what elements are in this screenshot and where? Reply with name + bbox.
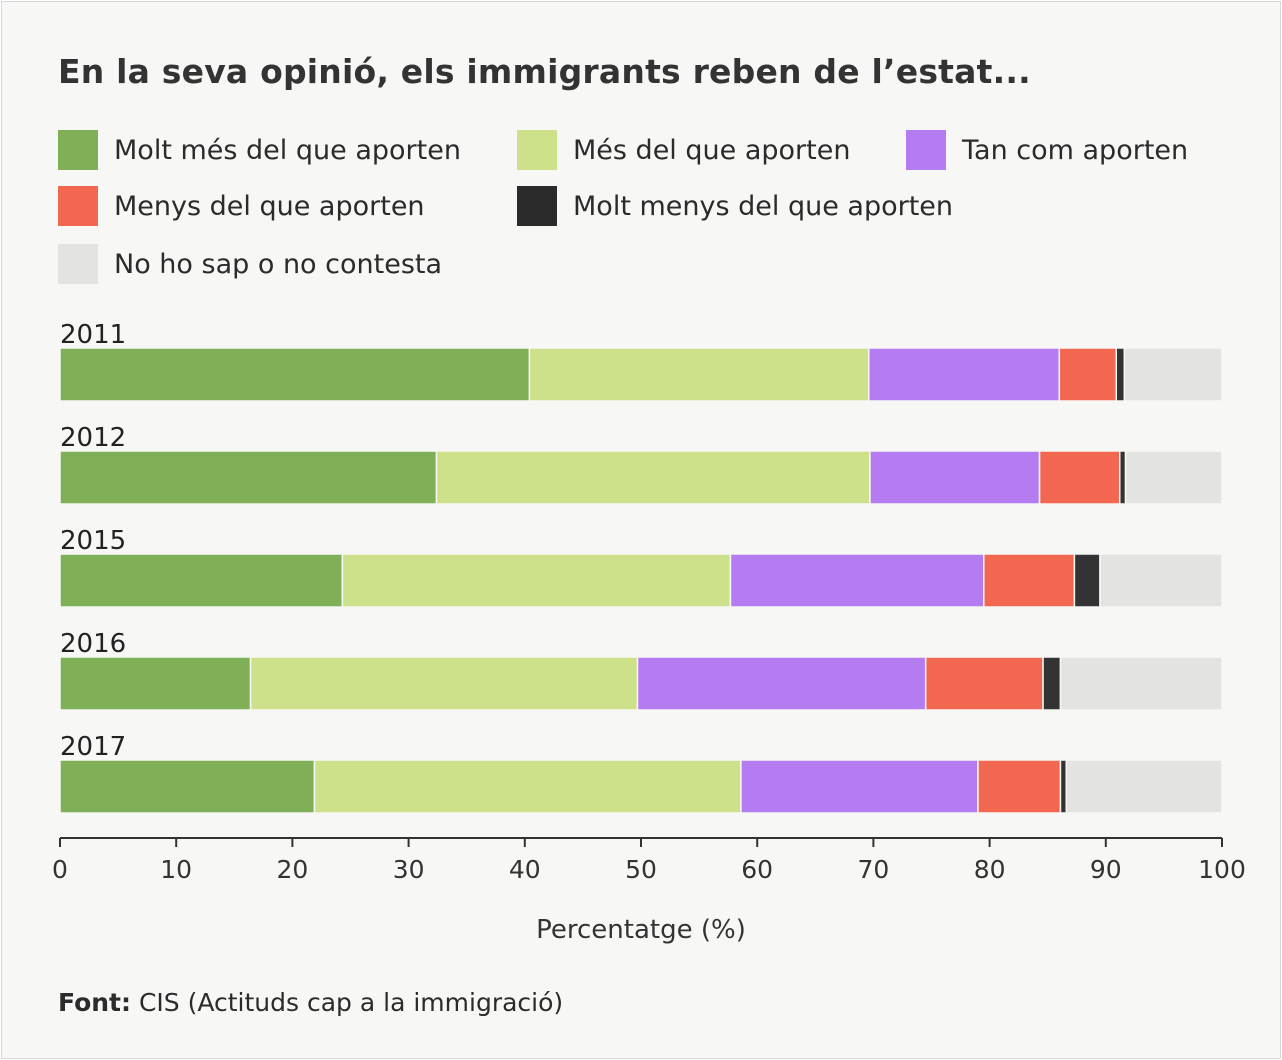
bar-2017-series-3 [977,759,1062,814]
category-label-2017: 2017 [60,732,126,762]
bar-2016-series-1 [249,656,639,711]
bar-2016-series-2 [636,656,927,711]
category-label-2015: 2015 [60,526,126,556]
bar-2015-series-0 [59,553,344,608]
bar-2017-series-2 [740,759,979,814]
bar-2011-series-2 [868,347,1061,402]
category-label-2011: 2011 [60,320,126,350]
legend-swatch [58,130,98,170]
bar-2012-series-5 [1124,450,1223,505]
category-label-2012: 2012 [60,423,126,453]
legend-swatch [58,244,98,284]
bar-2016-series-0 [59,656,252,711]
x-tick-label-60: 60 [741,855,773,884]
legend-label: Molt més del que aporten [114,134,461,166]
bar-2016-series-5 [1059,656,1223,711]
x-tick-label-100: 100 [1198,855,1246,884]
x-tick-label-0: 0 [52,855,68,884]
x-tick-label-20: 20 [276,855,308,884]
x-axis-label: Percentatge (%) [536,915,746,945]
legend-label: No ho sap o no contesta [114,248,443,280]
legend-swatch [517,186,557,226]
bar-2012-series-2 [869,450,1041,505]
bar-2017-series-5 [1065,759,1223,814]
x-tick-label-50: 50 [625,855,657,884]
chart-title: En la seva opinió, els immigrants reben … [58,52,1031,91]
bar-2012-series-3 [1038,450,1121,505]
legend-swatch [517,130,557,170]
bar-2011-series-5 [1123,347,1223,402]
legend-item-tan-com: Tan com aporten [906,130,1188,170]
bar-2017-series-0 [59,759,316,814]
legend-label: Més del que aporten [573,134,851,166]
bar-2015-series-4 [1073,553,1101,608]
legend-swatch [58,186,98,226]
bar-2012-series-0 [59,450,438,505]
legend-item-mes: Més del que aporten [517,130,850,170]
bar-2012-series-1 [435,450,871,505]
x-tick-label-30: 30 [393,855,425,884]
bar-2016-series-3 [924,656,1044,711]
legend-item-menys: Menys del que aporten [58,186,425,226]
bar-2017-series-1 [313,759,742,814]
legend-item-molt-menys: Molt menys del que aporten [517,186,953,226]
bar-2011-series-0 [59,347,531,402]
source-label: Font: [58,988,131,1017]
source-text: CIS (Actituds cap a la immigració) [131,988,564,1017]
bar-2012-series-4 [1118,450,1127,505]
legend-item-ns-nc: No ho sap o no contesta [58,244,442,284]
legend-label: Molt menys del que aporten [573,190,954,222]
bar-2017-series-4 [1059,759,1068,814]
bar-2015-series-3 [983,553,1076,608]
bar-2015-series-5 [1099,553,1223,608]
x-tick-label-80: 80 [974,855,1006,884]
bar-2015-series-2 [729,553,985,608]
category-label-2016: 2016 [60,629,126,659]
x-tick-label-40: 40 [509,855,541,884]
legend-label: Tan com aporten [962,134,1189,166]
bar-2011-series-4 [1115,347,1126,402]
legend-label: Menys del que aporten [114,190,425,222]
bar-2011-series-1 [528,347,870,402]
bar-2016-series-4 [1042,656,1062,711]
bar-2015-series-1 [341,553,732,608]
source-note: Font: CIS (Actituds cap a la immigració) [58,988,563,1017]
bar-2011-series-3 [1058,347,1118,402]
legend-item-molt-mes: Molt més del que aporten [58,130,461,170]
legend-swatch [906,130,946,170]
x-tick-label-70: 70 [857,855,889,884]
x-tick-label-10: 10 [160,855,192,884]
x-tick-label-90: 90 [1090,855,1122,884]
